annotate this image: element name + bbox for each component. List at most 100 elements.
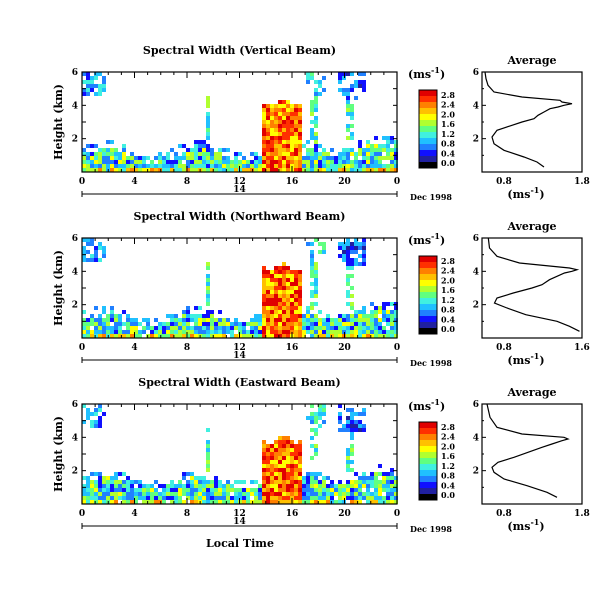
heatmap-cell [218, 310, 222, 314]
heatmap-cell [286, 472, 290, 476]
heatmap-cell [350, 436, 354, 440]
heatmap-cell [274, 152, 278, 156]
heatmap-cell [346, 496, 350, 500]
heatmap-cell [282, 124, 286, 128]
heatmap-cell [274, 306, 278, 310]
heatmap-cell [326, 330, 330, 334]
heatmap-cell [102, 476, 106, 480]
heatmap-cell [122, 330, 126, 334]
heatmap-cell [94, 326, 98, 330]
heatmap-cell [258, 168, 262, 172]
heatmap-cell [294, 278, 298, 282]
heatmap-cell [90, 76, 94, 80]
heatmap-cell [270, 484, 274, 488]
heatmap-cell [354, 160, 358, 164]
heatmap-cell [350, 334, 354, 338]
heatmap-cell [374, 314, 378, 318]
heatmap-cell [326, 314, 330, 318]
heatmap-cell [270, 152, 274, 156]
heatmap-cell [262, 164, 266, 168]
heatmap-cell [314, 140, 318, 144]
heatmap-cell [98, 72, 102, 76]
heatmap-cell [386, 302, 390, 306]
heatmap-cell [286, 120, 290, 124]
heatmap-cell [266, 306, 270, 310]
heatmap-cell [298, 464, 302, 468]
heatmap-cell [158, 484, 162, 488]
heatmap-cell [334, 326, 338, 330]
heatmap-cell [186, 310, 190, 314]
heatmap-cell [282, 298, 286, 302]
heatmap-cell [214, 334, 218, 338]
heatmap-cell [126, 488, 130, 492]
heatmap-cell [86, 476, 90, 480]
heatmap-cell [394, 148, 398, 152]
heatmap-cell [162, 156, 166, 160]
heatmap-cell [214, 488, 218, 492]
heatmap-cell [266, 456, 270, 460]
heatmap-cell [342, 148, 346, 152]
colorbar-swatch [419, 316, 437, 323]
heatmap-cell [142, 500, 146, 504]
average-y-tick-label: 4 [473, 433, 479, 443]
heatmap-cell [354, 334, 358, 338]
heatmap-cell [262, 128, 266, 132]
heatmap-cell [282, 116, 286, 120]
heatmap-cell [270, 496, 274, 500]
average-x-tick-label: 1.8 [574, 177, 590, 187]
heatmap-cell [378, 472, 382, 476]
heatmap-cell [314, 282, 318, 286]
heatmap-cell [314, 168, 318, 172]
heatmap-cell [262, 452, 266, 456]
heatmap-cell [182, 330, 186, 334]
heatmap-cell [350, 286, 354, 290]
heatmap-cell [222, 156, 226, 160]
heatmap-cell [350, 104, 354, 108]
heatmap-cell [274, 464, 278, 468]
heatmap-cell [394, 330, 398, 334]
heatmap-cell [294, 282, 298, 286]
heatmap-cell [82, 500, 86, 504]
heatmap-cell [322, 250, 326, 254]
heatmap-cell [302, 164, 306, 168]
heatmap-cell [394, 318, 398, 322]
heatmap-cell [86, 480, 90, 484]
heatmap-cell [266, 112, 270, 116]
heatmap-cell [382, 330, 386, 334]
heatmap-cell [358, 160, 362, 164]
heatmap-cell [370, 330, 374, 334]
heatmap-cell [318, 334, 322, 338]
colorbar-tick-label: 2.8 [441, 422, 455, 432]
heatmap-cell [206, 334, 210, 338]
heatmap-cell [94, 306, 98, 310]
heatmap-cell [182, 334, 186, 338]
heatmap-cell [226, 496, 230, 500]
heatmap-cell [130, 326, 134, 330]
x-tick-label: 8 [184, 343, 190, 353]
average-x-label: (ms-1) [507, 185, 544, 201]
heatmap-cell [346, 334, 350, 338]
heatmap-cell [138, 168, 142, 172]
heatmap-cell [102, 326, 106, 330]
heatmap-cell [202, 318, 206, 322]
heatmap-cell [102, 496, 106, 500]
heatmap-cell [206, 148, 210, 152]
heatmap-cell [314, 286, 318, 290]
heatmap-cell [310, 476, 314, 480]
heatmap-cell [82, 250, 86, 254]
heatmap-cell [314, 322, 318, 326]
heatmap-cell [154, 156, 158, 160]
heatmap-cell [110, 306, 114, 310]
heatmap-cell [222, 160, 226, 164]
heatmap-cell [106, 156, 110, 160]
heatmap-cell [262, 116, 266, 120]
heatmap-cell [142, 168, 146, 172]
heatmap-cell [290, 468, 294, 472]
heatmap-cell [358, 310, 362, 314]
heatmap-cell [266, 448, 270, 452]
heatmap-cell [386, 148, 390, 152]
heatmap-cell [106, 152, 110, 156]
heatmap-cell [170, 330, 174, 334]
heatmap-cell [86, 76, 90, 80]
heatmap-cell [298, 330, 302, 334]
